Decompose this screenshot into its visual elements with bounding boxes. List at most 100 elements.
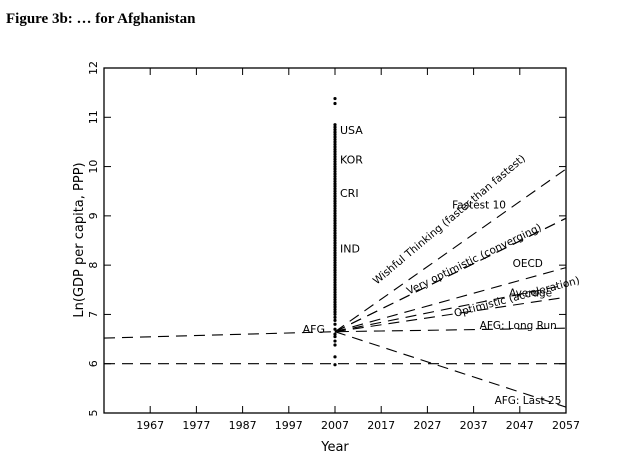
scatter-point [333,310,337,314]
scatter-point [333,300,337,304]
scatter-point [333,312,337,317]
x-tick-label: 2047 [506,419,534,432]
scatter-point [333,184,337,188]
projection-line [334,331,567,408]
scatter-point [333,162,337,166]
scatter-point [333,238,337,243]
point-label: CRI [340,187,359,200]
scatter-point [333,167,337,171]
scatter-point [333,295,337,299]
scatter-point [333,160,337,164]
scatter-point [333,101,337,106]
projection-line [334,217,567,333]
x-tick-label: 2007 [321,419,349,432]
scatter-point [333,241,337,245]
y-tick-label: 11 [87,110,100,124]
y-tick-label: 10 [87,160,100,174]
scatter-point [333,335,337,339]
axes: 1967 1977 1987 1997 2007 2017 2027 2037 2047 2057… [87,61,580,432]
scatter-point [333,137,337,142]
series-label: AFG: Last 25 [495,395,562,407]
x-tick-label: 2027 [413,419,441,432]
y-tick-label: 12 [87,61,100,75]
scatter-point [333,96,337,101]
scatter-point [333,278,337,282]
scatter-point [333,261,337,265]
scatter-point [333,172,337,176]
scatter-point [333,169,337,174]
scatter-point [333,355,337,359]
x-tick-label: 2037 [460,419,488,432]
scatter-point [333,157,337,161]
scatter-point [333,135,337,139]
scatter-point [333,258,337,262]
scatter-point [333,263,337,267]
scatter-point [333,233,337,238]
scatter-point [333,246,337,250]
scatter-point [333,147,337,151]
scatter-point [333,174,337,179]
scatter-point [333,243,337,248]
scatter-point [333,177,337,181]
scatter-point [333,204,337,208]
scatter-point [333,199,337,203]
y-tick-label: 9 [87,212,100,219]
scatter-point [333,140,337,144]
scatter-point [333,206,337,211]
scatter-point [333,248,337,252]
scatter-point [333,293,337,297]
scatter-point [333,211,337,215]
scatter-point [333,145,337,149]
scatter-point [333,224,337,228]
scatter-point [333,251,337,255]
scatter-point [333,221,337,225]
scatter-point [333,152,337,156]
scatter-point [333,201,337,206]
point-label: IND [340,242,360,255]
x-tick-label: 1987 [229,419,257,432]
scatter-point [333,155,337,159]
scatter-point [333,231,337,235]
scatter-point [333,266,337,270]
y-axis-label: Ln(GDP per capita, PPP) [72,162,87,317]
scatter-point [333,315,337,319]
x-tick-label: 1997 [275,419,303,432]
scatter-point [333,132,337,137]
scatter-point [333,123,337,127]
scatter-point [333,214,337,218]
scatter-point [333,253,337,257]
projection-line [334,168,567,333]
scatter-point [333,130,337,134]
scatter-point [333,343,337,347]
scatter-point [333,302,337,307]
x-tick-label: 2017 [367,419,395,432]
scatter-point [333,273,337,277]
scatter-point [333,268,337,272]
scatter-point [333,209,337,213]
scatter-point [333,192,337,196]
y-tick-label: 7 [87,311,100,318]
scatter-point [333,179,337,183]
scatter-point [333,236,337,240]
scatter-point [333,187,337,191]
scatter-point [333,322,337,326]
scatter-point [333,290,337,294]
scatter-point [333,288,337,292]
scatter-point [333,189,337,193]
scatter-point [333,280,337,284]
scatter-point [333,216,337,220]
point-label: USA [340,124,363,137]
x-tick-label: 1977 [182,419,210,432]
scatter-point [333,285,337,289]
scatter-point [333,256,337,260]
x-axis-label: Year [320,440,349,455]
scatter-point [333,229,337,233]
scatter-point [333,226,337,230]
scatter-point [333,305,337,309]
scatter-point [333,150,337,154]
series-label: OECD [513,258,543,270]
scatter-point [333,275,337,280]
point-label: KOR [340,154,363,167]
